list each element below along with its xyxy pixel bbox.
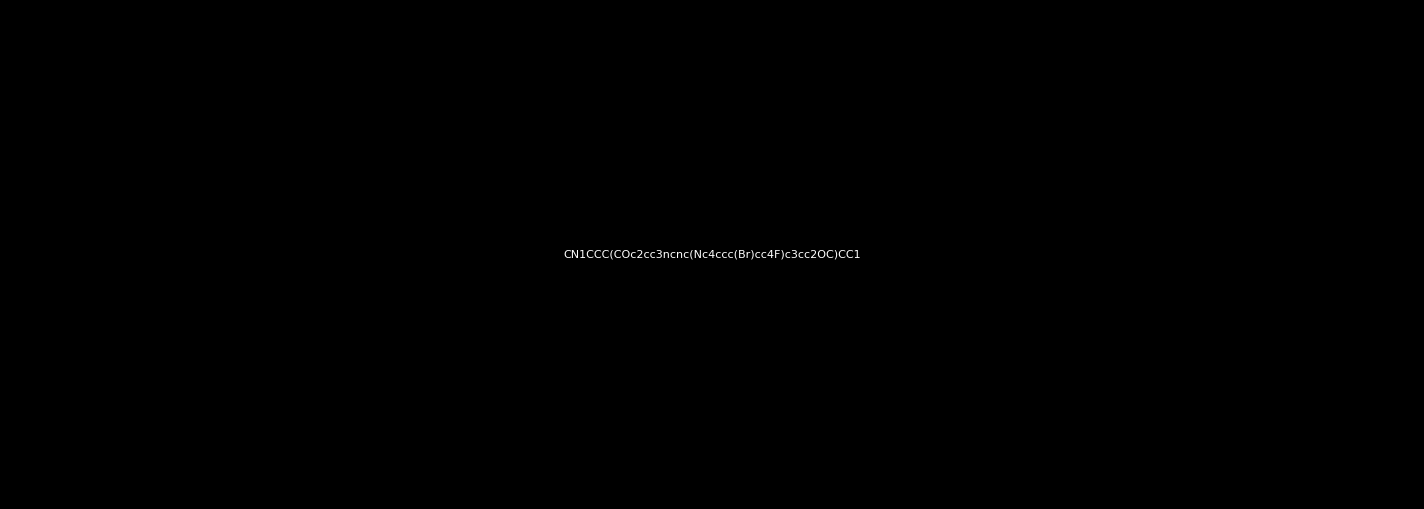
Text: CN1CCC(COc2cc3ncnc(Nc4ccc(Br)cc4F)c3cc2OC)CC1: CN1CCC(COc2cc3ncnc(Nc4ccc(Br)cc4F)c3cc2O…: [562, 249, 862, 260]
